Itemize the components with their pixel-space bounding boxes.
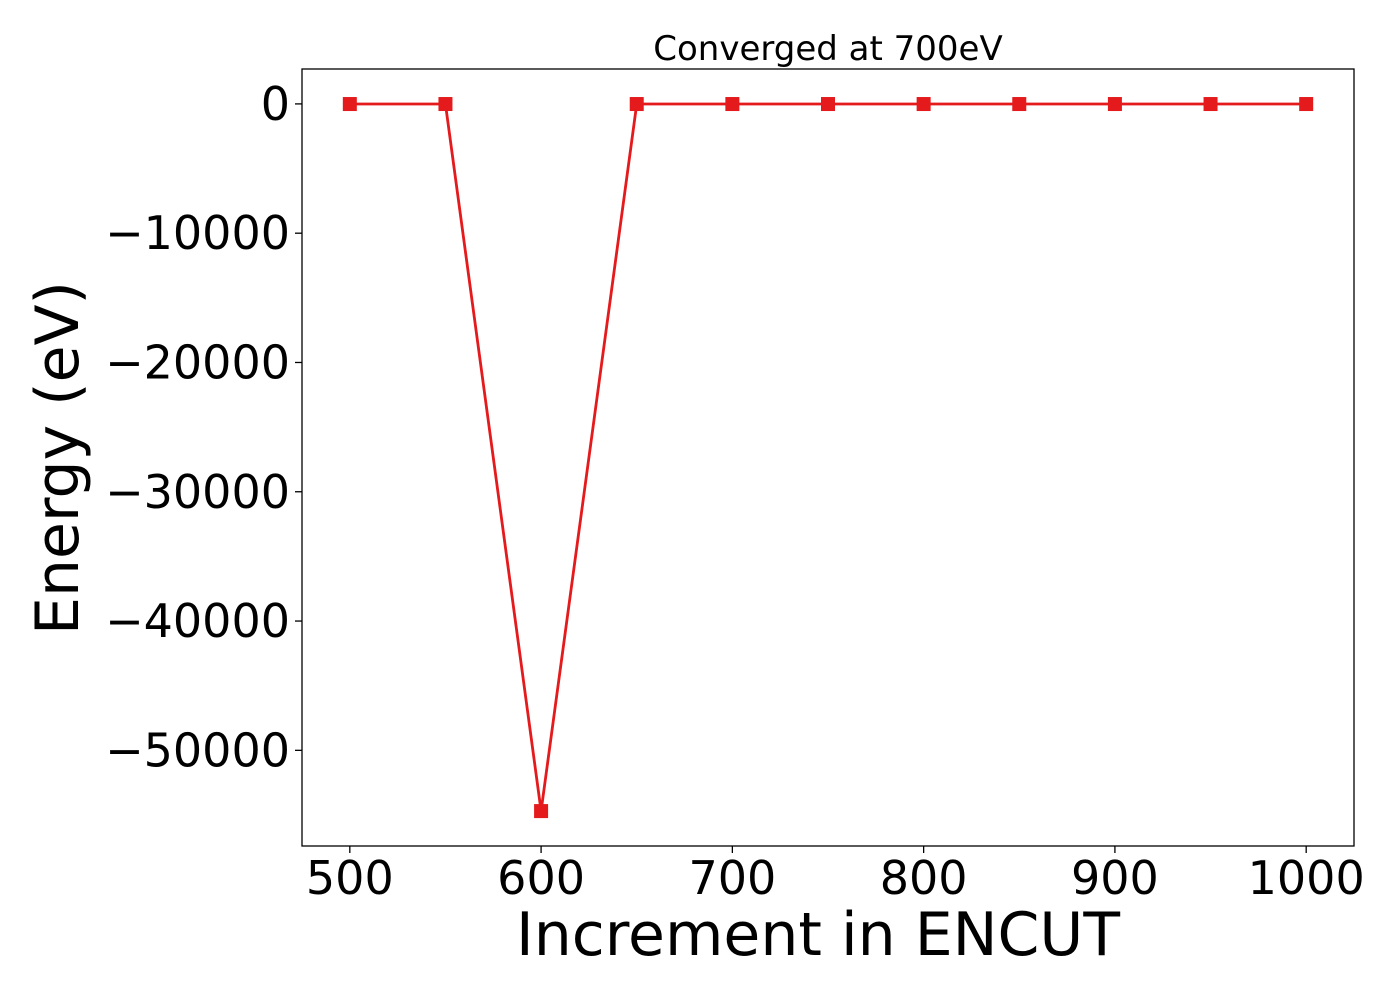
data-point-marker: [1203, 97, 1218, 112]
x-tick-label: 500: [306, 851, 394, 905]
plot-frame: [301, 68, 1355, 847]
y-tick-label: −20000: [105, 335, 290, 389]
y-tick-label: −40000: [105, 594, 290, 648]
y-axis-label: Energy (eV): [23, 281, 93, 635]
data-point-marker: [1107, 97, 1122, 112]
x-tick-label: 700: [688, 851, 776, 905]
series-line: [349, 102, 1307, 813]
data-point-marker: [1299, 97, 1314, 112]
y-tick-label: −30000: [105, 465, 290, 519]
data-point-marker: [438, 97, 453, 112]
x-tick-label: 900: [1071, 851, 1159, 905]
plot-area: 500 600 700 800 900 1000 0 −10000 −20000 −30000 −4…: [105, 68, 1365, 905]
data-point-marker: [1012, 97, 1027, 112]
y-tick-label: 0: [261, 77, 290, 131]
x-tick-label: 600: [497, 851, 585, 905]
data-point-marker: [725, 97, 740, 112]
x-axis-label: Increment in ENCUT: [516, 900, 1120, 970]
y-tick-label: −50000: [105, 723, 290, 777]
y-tick-label: −10000: [105, 206, 290, 260]
data-point-marker: [342, 97, 357, 112]
data-point-marker: [629, 97, 644, 112]
data-point-marker: [821, 97, 835, 112]
x-tick-label: 1000: [1248, 851, 1365, 905]
x-tick-label: 800: [880, 851, 968, 905]
chart-title: Converged at 700eV: [653, 29, 1002, 69]
data-point-marker: [534, 804, 549, 819]
data-point-marker: [916, 97, 931, 112]
